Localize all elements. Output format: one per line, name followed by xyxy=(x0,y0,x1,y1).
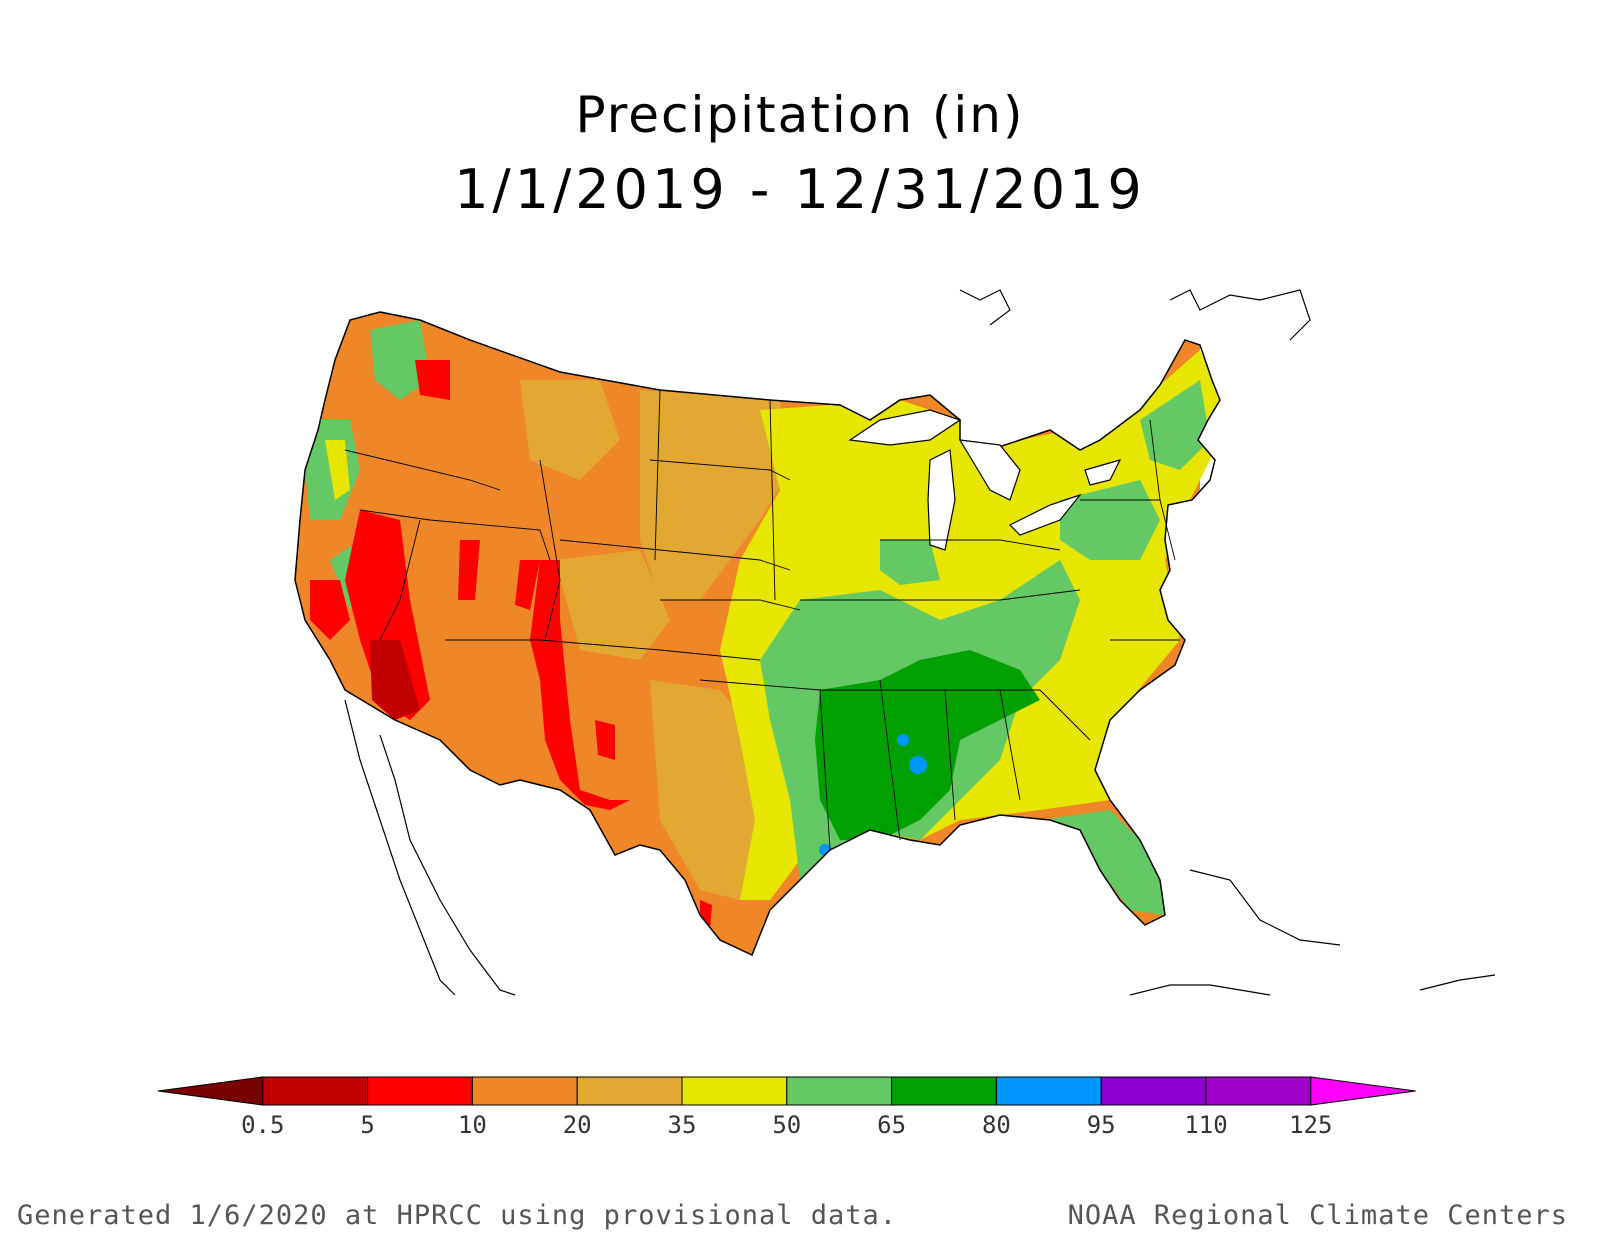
great-lakes xyxy=(848,409,1122,551)
legend-swatch xyxy=(891,1076,997,1106)
legend-swatch xyxy=(786,1076,893,1106)
legend-label: 95 xyxy=(1087,1111,1116,1139)
legend-swatch xyxy=(995,1076,1102,1106)
legend-swatch xyxy=(262,1076,369,1106)
state-boundaries xyxy=(344,389,1180,851)
legend-arrow-high xyxy=(1310,1076,1416,1106)
legend-label: 20 xyxy=(563,1111,592,1139)
legend-swatch xyxy=(1100,1076,1207,1106)
legend-swatch xyxy=(681,1076,788,1106)
legend-swatch xyxy=(1205,1076,1312,1106)
legend-label: 10 xyxy=(458,1111,487,1139)
precipitation-map xyxy=(294,289,1496,996)
map-date-range: 1/1/2019 - 12/31/2019 xyxy=(454,158,1146,221)
legend-label: 125 xyxy=(1289,1111,1332,1139)
legend-label: 0.5 xyxy=(241,1111,284,1139)
legend-color-bar xyxy=(157,1076,1416,1106)
source-credit: NOAA Regional Climate Centers xyxy=(1067,1200,1568,1231)
surrounding-coastlines xyxy=(344,289,1496,996)
legend-labels: 0.5 5 10 20 35 50 65 80 95 110 125 xyxy=(241,1111,1332,1139)
map-title: Precipitation (in) xyxy=(575,86,1025,144)
legend-label: 65 xyxy=(877,1111,906,1139)
legend-label: 110 xyxy=(1184,1111,1227,1139)
legend-swatch xyxy=(576,1076,683,1106)
legend-label: 80 xyxy=(982,1111,1011,1139)
legend-arrow-low xyxy=(157,1076,264,1106)
generated-note: Generated 1/6/2020 at HPRCC using provis… xyxy=(17,1200,898,1231)
legend-swatch xyxy=(471,1076,578,1106)
color-legend: 0.5 5 10 20 35 50 65 80 95 110 125 xyxy=(157,1076,1416,1139)
legend-label: 5 xyxy=(360,1111,374,1139)
legend-label: 50 xyxy=(772,1111,801,1139)
legend-label: 35 xyxy=(668,1111,697,1139)
legend-swatch xyxy=(367,1076,473,1106)
